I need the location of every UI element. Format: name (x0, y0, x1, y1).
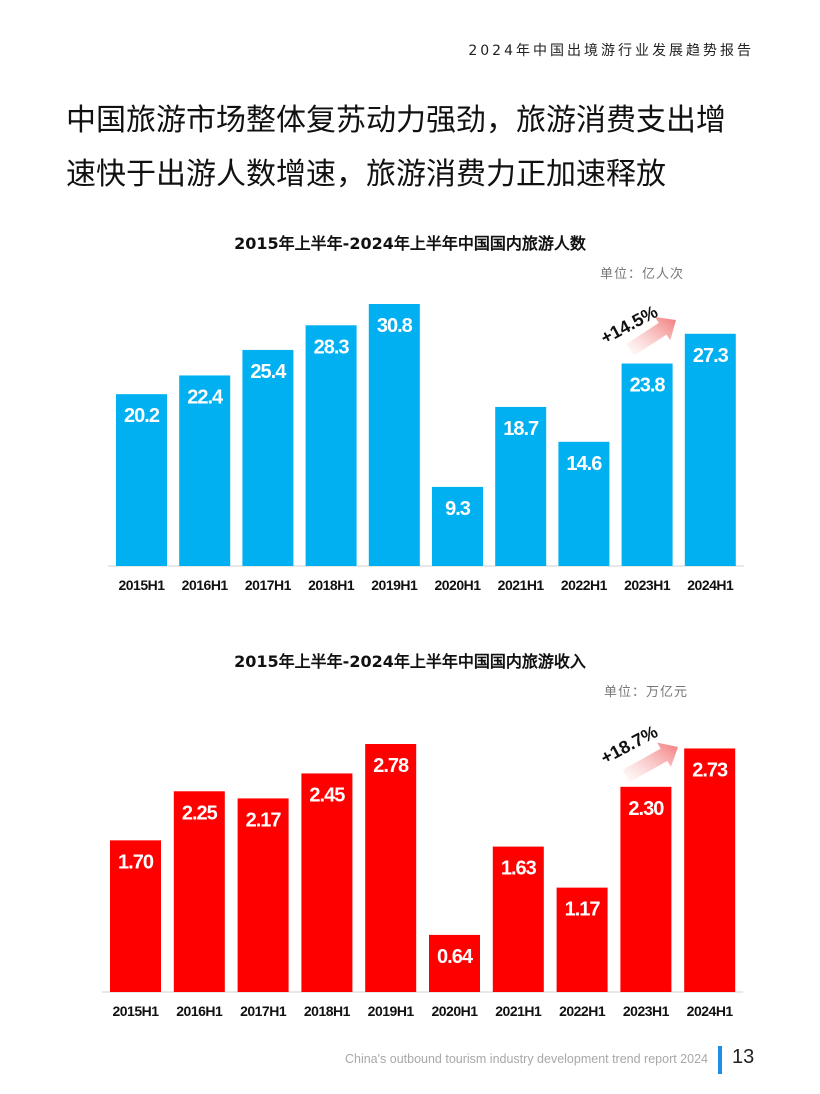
tick-label-2019H1: 2019H1 (368, 1003, 415, 1019)
value-label-2016H1: 2.25 (182, 802, 218, 824)
tick-label-2023H1: 2023H1 (623, 1003, 670, 1019)
bar-2024H1 (684, 333, 736, 566)
tick-label-2015H1: 2015H1 (118, 577, 165, 593)
value-label-2020H1: 9.3 (445, 498, 471, 520)
bar-2020H1 (432, 486, 483, 566)
value-label-2024H1: 27.3 (693, 345, 729, 367)
tick-label-2015H1: 2015H1 (112, 1003, 159, 1019)
value-label-2017H1: 25.4 (250, 361, 287, 383)
page-headline: 中国旅游市场整体复苏动力强劲，旅游消费支出增 速快于出游人数增速，旅游消费力正加… (66, 94, 766, 202)
tick-label-2020H1: 2020H1 (431, 1003, 478, 1019)
growth-arrow-icon (626, 317, 676, 356)
chart-2-unit: 单位：万亿元 (604, 685, 689, 700)
tick-label-2019H1: 2019H1 (371, 577, 418, 593)
tourist-count-bar-chart: 20.2 2015H1 22.4 2016H1 25.4 2017H1 28.3 2018H1… (108, 301, 744, 593)
value-label-2019H1: 30.8 (377, 315, 413, 337)
bar-2023H1 (621, 363, 673, 566)
tick-label-2016H1: 2016H1 (182, 577, 229, 593)
value-label-2024H1: 2.73 (692, 759, 728, 781)
headline-line-2: 速快于出游人数增速，旅游消费力正加速释放 (66, 157, 666, 192)
value-label-2020H1: 0.64 (437, 946, 474, 968)
value-label-2022H1: 1.17 (565, 899, 601, 921)
bar-2016H1 (179, 375, 231, 566)
value-label-2021H1: 18.7 (503, 418, 539, 440)
bar-2021H1 (492, 846, 544, 992)
footer-accent-bar (718, 1046, 722, 1074)
value-label-2018H1: 2.45 (309, 784, 345, 806)
bar-2024H1 (684, 748, 736, 992)
value-label-2022H1: 14.6 (566, 453, 602, 475)
page-number: 13 (732, 1046, 755, 1068)
value-label-2023H1: 2.30 (628, 798, 664, 820)
tick-label-2021H1: 2021H1 (498, 577, 545, 593)
tick-label-2018H1: 2018H1 (308, 577, 355, 593)
value-label-2017H1: 2.17 (246, 809, 282, 831)
value-label-2019H1: 2.78 (373, 755, 409, 777)
bar-2019H1 (365, 744, 417, 992)
value-label-2015H1: 20.2 (124, 405, 160, 427)
bar-2015H1 (110, 840, 161, 992)
bar-2023H1 (620, 786, 672, 992)
tick-label-2022H1: 2022H1 (561, 577, 608, 593)
growth-arrow-icon (622, 742, 678, 783)
value-label-2016H1: 22.4 (187, 386, 224, 408)
chart-1-unit: 单位：亿人次 (600, 267, 685, 282)
value-label-2021H1: 1.63 (501, 858, 537, 880)
bar-2017H1 (242, 349, 294, 566)
chart-1-title: 2015年上半年-2024年上半年中国国内旅游人数 (234, 234, 586, 253)
report-title: 2024年中国出境游行业发展趋势报告 (468, 43, 754, 59)
bar-2019H1 (368, 304, 420, 566)
value-label-2015H1: 1.70 (118, 851, 154, 873)
tick-label-2017H1: 2017H1 (245, 577, 292, 593)
bar-2022H1 (556, 887, 608, 992)
bar-2016H1 (173, 791, 225, 992)
tick-label-2023H1: 2023H1 (624, 577, 671, 593)
bar-2018H1 (301, 773, 353, 992)
tick-label-2021H1: 2021H1 (495, 1003, 542, 1019)
tick-label-2024H1: 2024H1 (687, 577, 734, 593)
bar-2015H1 (116, 394, 167, 566)
chart-2-title: 2015年上半年-2024年上半年中国国内旅游收入 (234, 652, 586, 671)
tick-label-2022H1: 2022H1 (559, 1003, 606, 1019)
bar-2021H1 (495, 406, 547, 566)
value-label-2023H1: 23.8 (630, 375, 666, 397)
bar-2018H1 (305, 325, 357, 566)
tourism-revenue-bar-chart: 1.70 2015H1 2.25 2016H1 2.17 2017H1 2.45 2018H1… (102, 721, 744, 1019)
bar-2020H1 (429, 934, 480, 992)
bar-2022H1 (558, 441, 610, 566)
value-label-2018H1: 28.3 (314, 336, 350, 358)
headline-line-1: 中国旅游市场整体复苏动力强劲，旅游消费支出增 (66, 103, 726, 138)
tick-label-2020H1: 2020H1 (434, 577, 481, 593)
tick-label-2018H1: 2018H1 (304, 1003, 351, 1019)
tick-label-2016H1: 2016H1 (176, 1003, 223, 1019)
tick-label-2024H1: 2024H1 (687, 1003, 734, 1019)
tick-label-2017H1: 2017H1 (240, 1003, 287, 1019)
footer-report-name: China's outbound tourism industry develo… (344, 1052, 708, 1066)
bar-2017H1 (237, 798, 289, 992)
